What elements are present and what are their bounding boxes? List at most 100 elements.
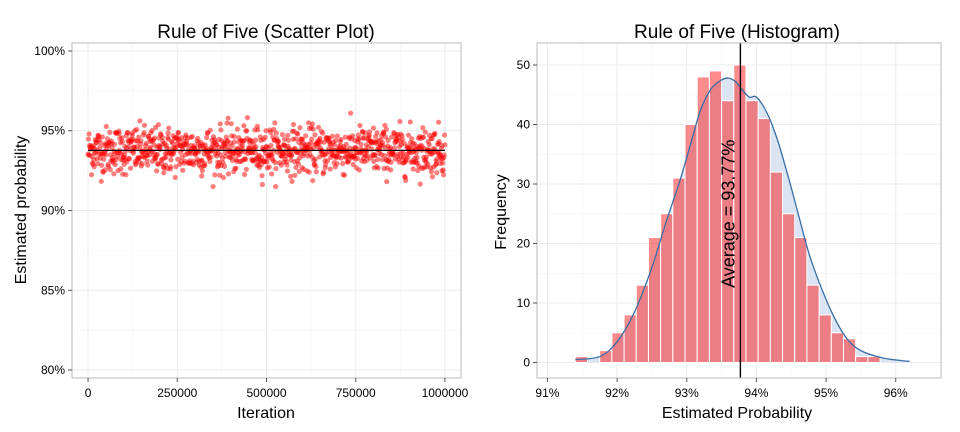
scatter-point — [405, 132, 412, 138]
histogram-y-tick-label: 20 — [517, 237, 531, 251]
scatter-point — [338, 136, 344, 143]
scatter-point — [387, 145, 393, 151]
scatter-point — [269, 152, 275, 158]
histogram-bar — [684, 124, 698, 364]
scatter-point — [350, 161, 356, 168]
scatter-point — [382, 122, 388, 128]
scatter-point — [126, 156, 133, 162]
scatter-point — [89, 172, 95, 178]
scatter-point — [121, 152, 128, 158]
histogram-bar — [745, 100, 759, 364]
scatter-point — [295, 131, 301, 137]
scatter-point — [97, 140, 104, 146]
scatter-point — [217, 121, 223, 127]
scatter-point — [116, 130, 122, 137]
scatter-point — [381, 152, 388, 159]
scatter-point — [163, 154, 169, 160]
scatter-point — [118, 166, 124, 172]
scatter-point — [225, 115, 231, 121]
scatter-point — [99, 162, 105, 168]
histogram-y-tick-label: 0 — [523, 356, 530, 370]
histogram-y-tick-label: 50 — [517, 58, 531, 72]
histogram-bar — [757, 118, 771, 364]
scatter-point — [432, 130, 438, 137]
scatter-x-tick-label: 500000 — [246, 386, 286, 400]
scatter-point — [388, 159, 394, 165]
scatter-point — [111, 141, 118, 147]
scatter-point — [414, 154, 420, 160]
scatter-point — [417, 181, 423, 187]
scatter-point — [415, 167, 421, 174]
scatter-point — [137, 118, 143, 124]
scatter-point — [143, 140, 149, 146]
scatter-point — [271, 126, 277, 133]
scatter-point — [281, 136, 288, 142]
scatter-point — [313, 163, 319, 170]
scatter-point — [212, 172, 218, 178]
scatter-point — [154, 168, 160, 174]
scatter-point — [255, 127, 261, 133]
scatter-point — [310, 177, 316, 184]
scatter-y-tick-label: 95% — [41, 124, 65, 138]
scatter-point — [435, 119, 442, 125]
scatter-point — [268, 142, 274, 149]
scatter-point — [123, 172, 129, 178]
scatter-point — [440, 172, 447, 178]
scatter-point — [423, 154, 429, 160]
histogram-bar — [818, 314, 832, 364]
scatter-point — [253, 144, 259, 150]
scatter-y-axis-title: Estimated probability — [13, 136, 30, 285]
scatter-y-tick-label: 90% — [41, 204, 65, 218]
scatter-point — [130, 150, 137, 156]
scatter-point — [426, 142, 432, 148]
scatter-point — [441, 152, 447, 158]
scatter-point — [229, 143, 235, 149]
scatter-point — [127, 165, 134, 171]
scatter-point — [366, 129, 373, 135]
scatter-point — [391, 145, 398, 151]
scatter-point — [168, 157, 174, 163]
scatter-point — [428, 169, 434, 175]
scatter-point — [167, 164, 174, 170]
scatter-point — [381, 130, 387, 136]
scatter-point — [320, 130, 326, 136]
scatter-point — [312, 132, 318, 138]
histogram-bar — [660, 213, 674, 364]
scatter-point — [289, 178, 295, 185]
scatter-point — [288, 173, 294, 179]
scatter-point — [207, 127, 213, 133]
scatter-point — [239, 142, 245, 148]
scatter-point — [285, 137, 292, 143]
scatter-point — [115, 153, 121, 160]
scatter-point — [231, 133, 237, 140]
scatter-point — [221, 163, 228, 169]
scatter-point — [420, 134, 427, 140]
scatter-x-axis: 0 250000 500000 750000 1000000 — [85, 378, 469, 400]
scatter-point — [144, 158, 150, 164]
scatter-point — [103, 123, 109, 130]
scatter-point — [309, 121, 316, 127]
scatter-point — [86, 131, 92, 137]
scatter-point — [290, 121, 297, 128]
scatter-point — [403, 177, 409, 183]
histogram-bar — [672, 177, 686, 364]
scatter-point — [354, 155, 361, 161]
scatter-point — [202, 162, 208, 168]
scatter-point — [241, 171, 248, 177]
scatter-panel: Rule of Five (Scatter Plot) 0 250000 50000… — [13, 22, 469, 422]
scatter-x-axis-title: Iteration — [237, 405, 295, 422]
scatter-point — [375, 156, 381, 162]
histogram-x-tick-label: 94% — [744, 386, 768, 400]
scatter-point — [397, 118, 403, 125]
scatter-x-tick-label: 1000000 — [422, 386, 469, 400]
scatter-point — [259, 172, 265, 179]
scatter-point — [355, 132, 362, 138]
scatter-point — [208, 154, 214, 160]
scatter-point — [433, 161, 439, 167]
scatter-point — [334, 161, 340, 167]
scatter-x-tick-label: 250000 — [157, 386, 197, 400]
histogram-x-tick-label: 93% — [675, 386, 699, 400]
scatter-point — [362, 130, 368, 136]
scatter-point — [289, 152, 295, 158]
